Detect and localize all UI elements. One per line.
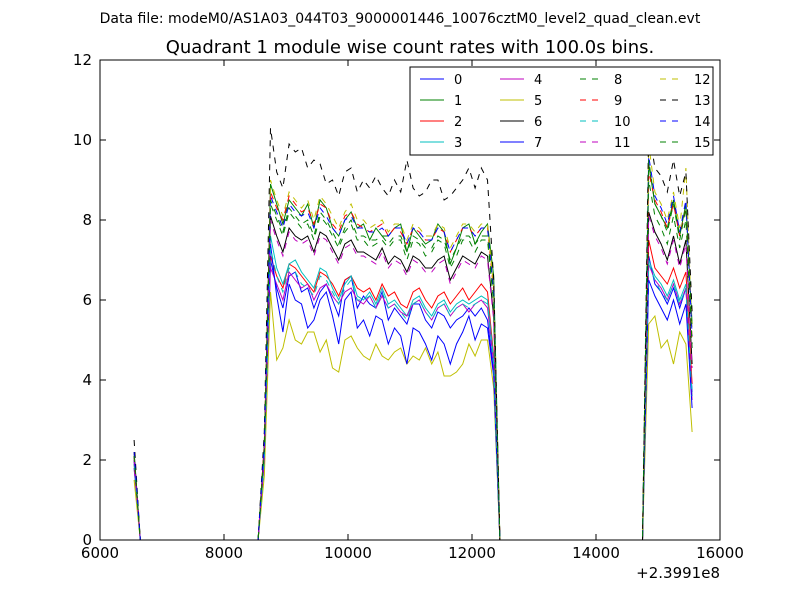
y-tick-label: 4 [82, 371, 92, 389]
legend-label-7: 7 [534, 136, 542, 151]
legend-label-15: 15 [694, 136, 711, 151]
legend-label-2: 2 [454, 115, 462, 130]
legend-label-4: 4 [534, 73, 542, 88]
x-tick-label: 6000 [81, 544, 119, 562]
chart-suptitle: Data file: modeM0/AS1A03_044T03_90000014… [100, 11, 701, 27]
y-tick-label: 0 [82, 531, 92, 549]
chart-title: Quadrant 1 module wise count rates with … [166, 37, 655, 58]
y-tick-label: 10 [73, 131, 92, 149]
y-tick-label: 8 [82, 211, 92, 229]
legend-label-6: 6 [534, 115, 542, 130]
x-tick-label: 10000 [324, 544, 372, 562]
legend-label-1: 1 [454, 94, 462, 109]
legend-label-5: 5 [534, 94, 542, 109]
legend-label-13: 13 [694, 94, 711, 109]
legend-label-11: 11 [614, 136, 631, 151]
legend-label-8: 8 [614, 73, 622, 88]
legend-label-3: 3 [454, 136, 462, 151]
legend-box [409, 66, 714, 156]
x-tick-label: 12000 [448, 544, 496, 562]
x-tick-label: 14000 [572, 544, 620, 562]
x-tick-label: 16000 [696, 544, 744, 562]
legend-label-9: 9 [614, 94, 622, 109]
y-tick-label: 12 [73, 51, 92, 69]
legend-label-10: 10 [614, 115, 631, 130]
y-tick-label: 6 [82, 291, 92, 309]
legend-label-12: 12 [694, 73, 711, 88]
legend-label-0: 0 [454, 73, 462, 88]
x-tick-label: 8000 [205, 544, 243, 562]
legend-label-14: 14 [694, 115, 711, 130]
y-tick-label: 2 [82, 451, 92, 469]
x-offset-label: +2.3991e8 [636, 564, 720, 582]
